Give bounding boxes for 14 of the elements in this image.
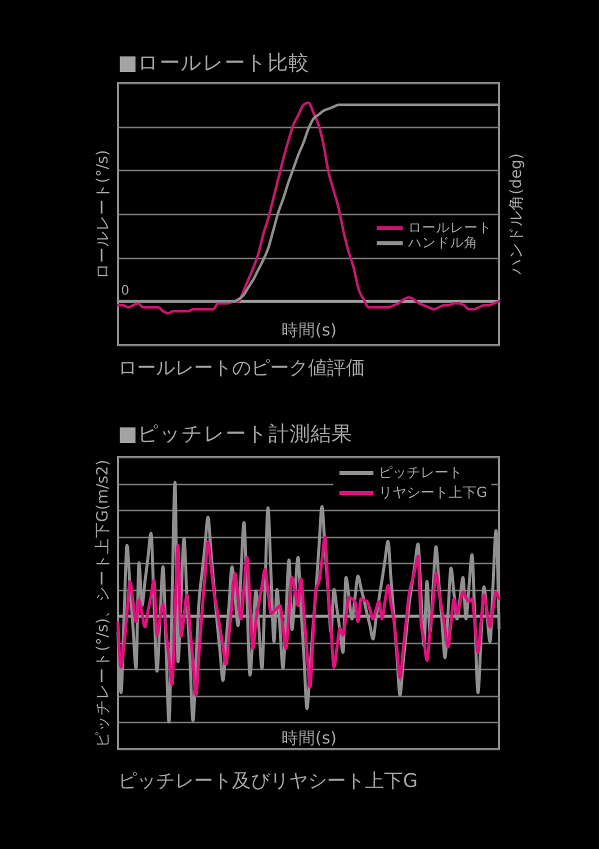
x-axis-title: 時間(s): [281, 728, 337, 748]
y-axis-title: ロールレート(°/s): [94, 150, 112, 280]
text: ロールレートのピーク値評価: [118, 357, 365, 379]
text: ピッチレート及びリヤシート上下G: [118, 770, 418, 792]
legend-label: ロールレート: [408, 220, 492, 236]
ref-line-label: 0: [121, 283, 130, 298]
y2-axis-title: ハンドル角(deg): [507, 153, 525, 276]
x-axis-title: 時間(s): [281, 320, 337, 340]
legend-label: リヤシート上下G: [378, 485, 488, 501]
chart-title: ■ロールレート比較: [118, 50, 310, 74]
legend-label: ハンドル角: [406, 235, 478, 252]
chart-title: ■ピッチレート計測結果: [118, 422, 352, 446]
legend-label: ピッチレート: [378, 465, 462, 481]
y-axis-title: ピッチレート(°/s)、シート上下G(m/s2): [94, 460, 112, 748]
